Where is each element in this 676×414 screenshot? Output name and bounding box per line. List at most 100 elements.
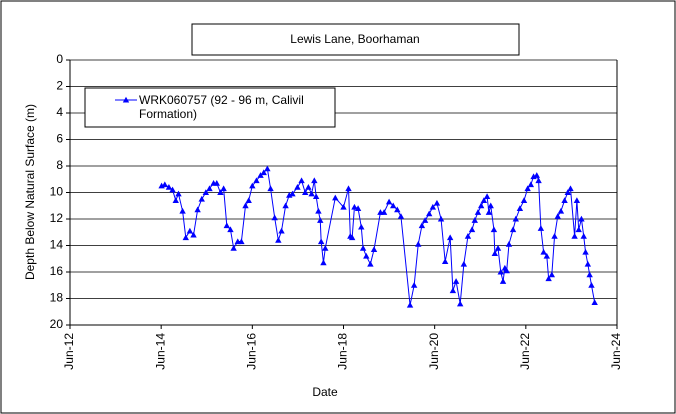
x-tick-label: Jun-12 (62, 333, 76, 370)
y-tick-label: 18 (50, 291, 64, 305)
data-point (516, 205, 524, 211)
data-point (190, 231, 197, 238)
data-point (449, 287, 457, 294)
data-point (294, 184, 301, 190)
data-point (494, 244, 502, 251)
data-point (397, 213, 405, 219)
data-point (161, 181, 169, 188)
legend-marker (122, 96, 130, 103)
data-point (477, 202, 485, 209)
data-point (332, 194, 339, 201)
data-point (543, 252, 551, 259)
data-point (499, 278, 507, 284)
data-point (182, 234, 189, 241)
x-tick-label: Jun-18 (336, 333, 350, 370)
data-point (345, 185, 352, 192)
data-point (421, 217, 429, 223)
data-point (223, 222, 231, 229)
data-point (245, 197, 252, 204)
data-point (169, 186, 176, 193)
data-point (471, 217, 478, 223)
data-point (317, 217, 324, 223)
data-point (275, 237, 282, 243)
data-point (320, 259, 327, 266)
data-point (497, 268, 504, 275)
data-point (418, 222, 426, 229)
data-point (227, 226, 234, 233)
data-point (380, 209, 388, 215)
data-point (213, 180, 220, 186)
data-point (322, 244, 329, 251)
data-point (561, 197, 568, 204)
legend-label: WRK060757 (92 - 96 m, Calivil Formation) (139, 93, 304, 121)
data-point (308, 190, 315, 197)
data-point (267, 185, 274, 192)
data-point (186, 227, 194, 234)
data-point (456, 300, 464, 307)
data-point (485, 209, 493, 215)
data-point (410, 282, 418, 288)
y-tick-label: 6 (56, 132, 63, 146)
data-point (433, 199, 441, 206)
data-point (348, 234, 356, 241)
data-point (582, 248, 589, 255)
data-point (242, 202, 249, 209)
data-point (238, 238, 245, 245)
y-axis-label: Depth Below Natural Surface (m) (23, 104, 37, 280)
data-point (220, 185, 227, 192)
data-point (359, 244, 367, 251)
data-point (305, 184, 312, 190)
data-point (578, 215, 585, 222)
data-point (271, 214, 278, 221)
data-point (452, 278, 460, 284)
data-point (557, 207, 565, 214)
data-point (468, 226, 476, 233)
data-point (340, 203, 347, 210)
y-tick-label: 4 (56, 105, 63, 119)
data-point (490, 226, 498, 233)
data-point (545, 275, 552, 282)
data-point (586, 271, 593, 278)
x-tick-label: Jun-24 (609, 333, 623, 370)
data-point (548, 271, 556, 278)
data-point (415, 240, 422, 247)
data-point (520, 197, 528, 204)
data-point (483, 193, 491, 200)
title-box (191, 23, 520, 56)
x-axis-label: Date (312, 385, 338, 399)
data-point (571, 233, 578, 239)
data-point (264, 165, 271, 172)
data-point (551, 233, 558, 239)
data-point (446, 234, 454, 241)
data-point (564, 189, 571, 196)
data-point (351, 203, 358, 210)
data-point (278, 227, 285, 234)
data-point (584, 260, 592, 267)
data-point (312, 193, 320, 200)
data-point (575, 226, 582, 233)
data-point (540, 248, 547, 255)
data-point (367, 260, 374, 267)
data-point (527, 181, 535, 188)
data-point (524, 185, 531, 192)
data-point (537, 225, 545, 231)
data-point (394, 206, 401, 213)
data-point (217, 189, 224, 196)
y-tick-label: 2 (56, 79, 63, 93)
data-point (363, 252, 370, 259)
data-point (194, 206, 201, 213)
y-tick-label: 8 (56, 158, 63, 172)
data-point (253, 177, 260, 184)
data-point (389, 202, 397, 209)
data-point (406, 301, 414, 308)
data-point (165, 184, 173, 190)
data-point (370, 246, 378, 253)
x-tick-label: Jun-16 (245, 333, 259, 370)
data-point (282, 202, 289, 209)
data-point (509, 226, 517, 233)
chart-title: Lewis Lane, Boorhaman (290, 32, 419, 46)
data-point (249, 182, 256, 189)
data-point (588, 282, 595, 288)
data-point (505, 240, 513, 247)
